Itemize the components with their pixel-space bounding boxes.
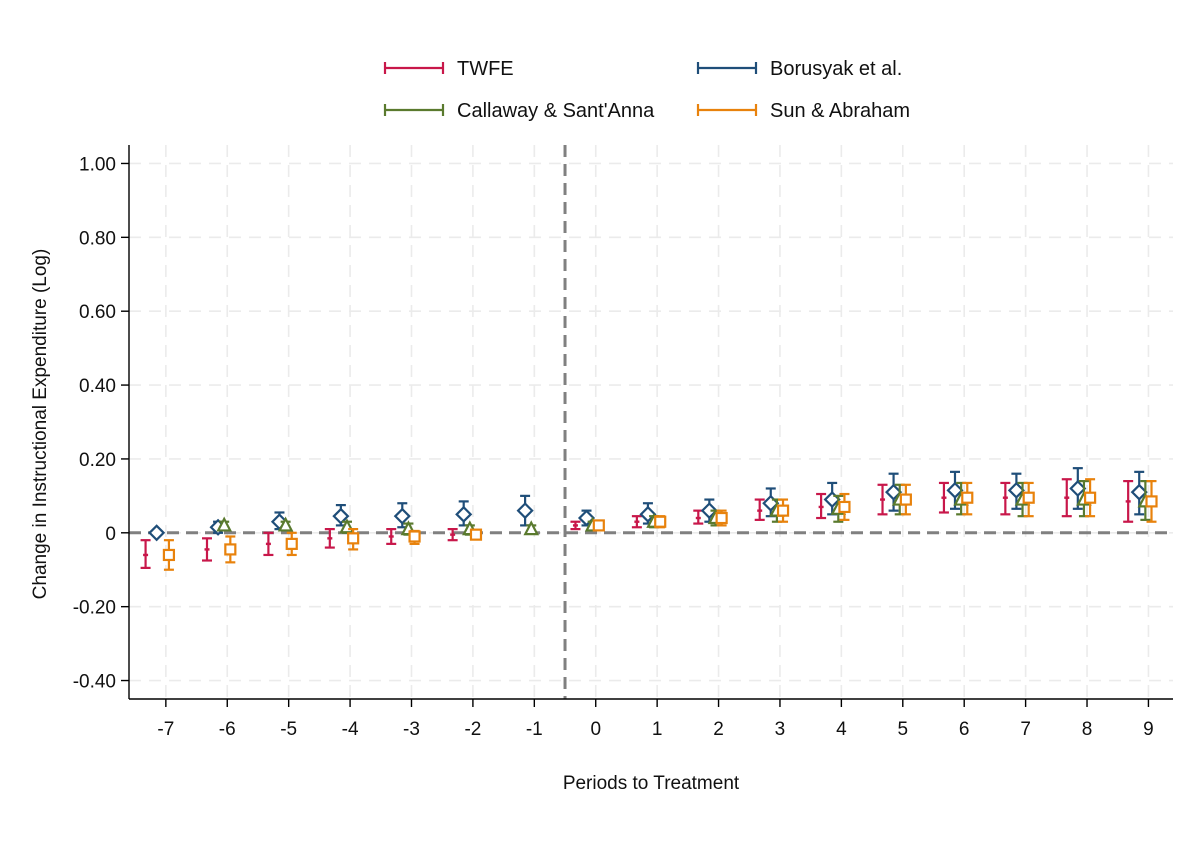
data-point bbox=[899, 493, 912, 506]
x-tick-label: 6 bbox=[959, 719, 970, 740]
gridlines bbox=[129, 145, 1173, 699]
data-point bbox=[885, 483, 903, 501]
y-tick-label: 0.80 bbox=[79, 228, 116, 249]
data-point bbox=[1022, 491, 1035, 504]
data-point bbox=[285, 537, 298, 550]
data-point bbox=[332, 507, 350, 525]
y-axis-title: Change in Instructional Expenditure (Log… bbox=[30, 249, 51, 600]
x-tick-label: -3 bbox=[403, 719, 420, 740]
x-tick-label: 3 bbox=[775, 719, 786, 740]
x-tick-label: 9 bbox=[1143, 719, 1154, 740]
data-point bbox=[1130, 483, 1148, 501]
data-point bbox=[1145, 495, 1158, 508]
data-point bbox=[216, 516, 233, 532]
data-point bbox=[1069, 479, 1087, 498]
x-tick-label: -2 bbox=[464, 719, 481, 740]
data-point bbox=[776, 504, 790, 517]
data-point bbox=[715, 511, 728, 525]
legend: TWFE Borusyak et al. Callaway & Sant'Anna S… bbox=[383, 58, 910, 122]
x-tick-label: -7 bbox=[157, 719, 174, 740]
x-tick-label: 8 bbox=[1082, 719, 1093, 740]
data-point bbox=[592, 519, 605, 532]
y-tick-label: 0.60 bbox=[79, 302, 116, 323]
series-borusyak-et-al bbox=[148, 467, 1148, 542]
series-sun-abraham bbox=[162, 478, 1158, 571]
data-point bbox=[516, 502, 534, 520]
y-tick-label: 0.40 bbox=[79, 376, 116, 397]
legend-item: TWFE bbox=[383, 58, 514, 80]
plot-area bbox=[129, 145, 1173, 699]
x-tick-label: 5 bbox=[897, 719, 908, 740]
legend-label: TWFE bbox=[457, 58, 514, 80]
data-point bbox=[700, 502, 718, 520]
series-layer bbox=[140, 467, 1158, 571]
legend-item: Callaway & Sant'Anna bbox=[383, 100, 655, 122]
x-tick-label: -5 bbox=[280, 719, 297, 740]
legend-label: Callaway & Sant'Anna bbox=[457, 100, 655, 122]
data-point bbox=[523, 520, 540, 536]
x-tick-label: -4 bbox=[342, 719, 359, 740]
data-point bbox=[946, 481, 964, 499]
x-tick-label: 2 bbox=[713, 719, 724, 740]
data-point bbox=[469, 528, 483, 541]
reference-lines bbox=[129, 145, 1173, 699]
y-tick-label: -0.40 bbox=[73, 672, 116, 693]
data-point bbox=[961, 491, 974, 504]
data-point bbox=[654, 515, 667, 528]
x-tick-label: -1 bbox=[526, 719, 543, 740]
legend-label: Sun & Abraham bbox=[770, 100, 910, 122]
y-tick-label: -0.20 bbox=[73, 598, 116, 619]
data-point bbox=[838, 500, 851, 514]
series-twfe bbox=[140, 478, 1134, 569]
data-point bbox=[148, 524, 166, 542]
legend-label: Borusyak et al. bbox=[770, 58, 902, 80]
x-tick-label: 4 bbox=[836, 719, 847, 740]
data-point bbox=[393, 507, 411, 525]
x-tick-label: 1 bbox=[652, 719, 663, 740]
plot-background bbox=[129, 145, 1173, 699]
x-axis-title: Periods to Treatment bbox=[563, 773, 740, 794]
data-point bbox=[455, 505, 473, 523]
y-tick-label: 0 bbox=[105, 524, 116, 545]
data-point bbox=[277, 516, 294, 532]
data-point bbox=[1083, 491, 1097, 504]
data-point bbox=[408, 530, 421, 543]
axes: 1.00 0.80 0.60 0.40 0.20 0 -0.20 -0.40 -7 -6 -5 -4 -… bbox=[73, 145, 1173, 740]
data-point bbox=[347, 532, 360, 545]
x-tick-label: 0 bbox=[590, 719, 601, 740]
legend-item: Sun & Abraham bbox=[696, 100, 910, 122]
data-point bbox=[162, 548, 176, 562]
y-tick-label: 1.00 bbox=[79, 154, 116, 175]
y-tick-label: 0.20 bbox=[79, 450, 116, 471]
data-point bbox=[224, 543, 237, 556]
data-point bbox=[639, 505, 657, 523]
legend-item: Borusyak et al. bbox=[696, 58, 902, 80]
x-tick-label: 7 bbox=[1020, 719, 1031, 740]
x-tick-label: -6 bbox=[219, 719, 236, 740]
data-point bbox=[1007, 481, 1025, 499]
